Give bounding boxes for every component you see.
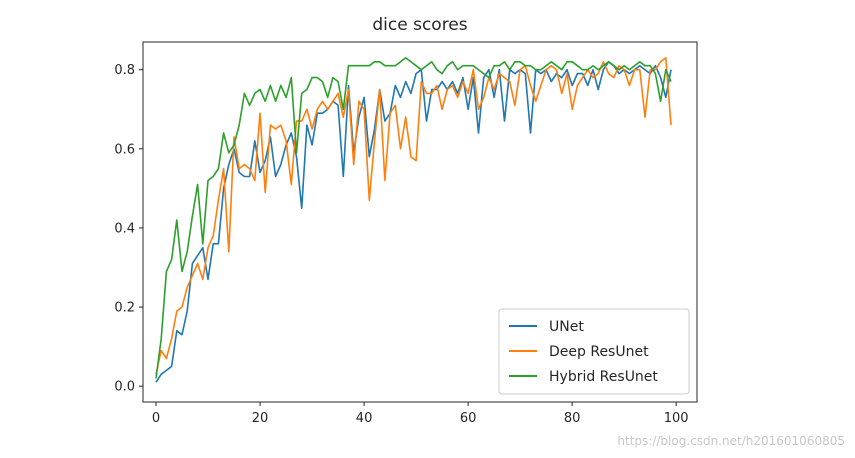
y-tick-label: 0.6 — [114, 142, 135, 157]
y-tick-label: 0.8 — [114, 63, 135, 78]
series-line-unet — [155, 60, 672, 383]
y-axis: 0.0 0.2 0.4 0.6 0.8 — [114, 63, 143, 395]
x-tick-label: 100 — [664, 411, 689, 426]
legend-label: Deep ResUnet — [549, 344, 649, 360]
y-tick-label: 0.4 — [114, 221, 135, 236]
x-axis: 0 20 40 60 80 100 — [152, 402, 689, 426]
legend-label: UNet — [549, 319, 584, 335]
legend-box — [498, 308, 690, 395]
x-tick-label: 0 — [152, 411, 160, 426]
chart-title: dice scores — [372, 15, 467, 35]
series-lines — [155, 56, 672, 383]
series-line-deep-resunet — [155, 56, 672, 375]
y-tick-label: 0.0 — [114, 380, 135, 395]
x-tick-label: 60 — [460, 411, 477, 426]
x-tick-label: 80 — [564, 411, 581, 426]
legend-label: Hybrid ResUnet — [549, 369, 658, 385]
x-tick-label: 40 — [356, 411, 373, 426]
plot-area-frame — [142, 41, 698, 403]
legend: UNet Deep ResUnet Hybrid ResUnet — [498, 308, 690, 395]
series-line-hybrid-resunet — [155, 56, 672, 379]
watermark-text: https://blog.csdn.net/h201601060805 — [617, 434, 845, 448]
y-tick-label: 0.2 — [114, 301, 135, 316]
x-tick-label: 20 — [252, 411, 269, 426]
